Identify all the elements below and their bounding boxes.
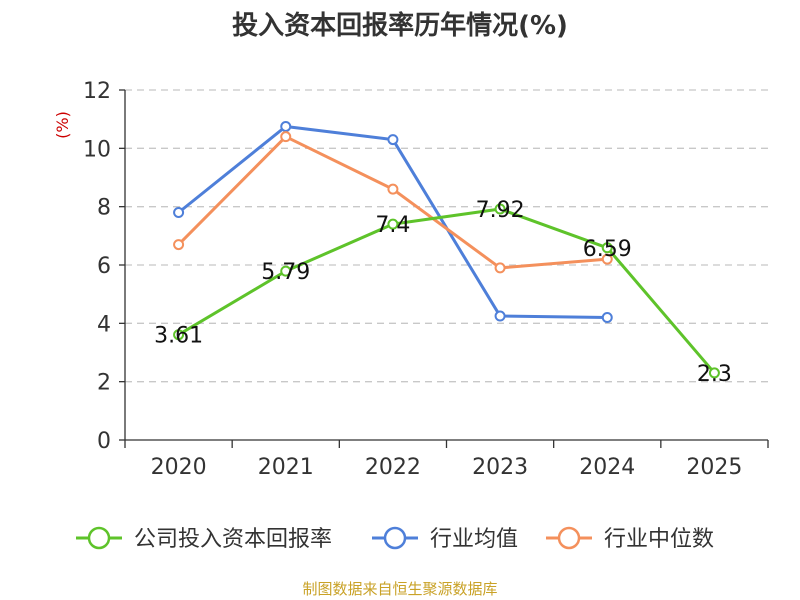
x-tick-label-2022: 2022	[365, 455, 421, 480]
y-tick-label-8: 8	[97, 196, 111, 221]
point-0-2024	[601, 242, 613, 254]
series-0	[173, 203, 720, 379]
point-2-2020	[173, 239, 185, 251]
x-tick-label-2020: 2020	[151, 455, 207, 480]
series-line-2	[177, 135, 608, 270]
point-2-2024	[601, 253, 613, 265]
series-line-0	[177, 207, 716, 374]
legend-item-0: 公司投入资本回报率	[76, 526, 332, 552]
y-tick-label-10: 10	[83, 137, 111, 162]
y-tick-label-0: 0	[97, 429, 111, 454]
legend-item-1: 行业均值	[372, 526, 518, 552]
series-group	[173, 120, 720, 379]
legend-item-2: 行业中位数	[546, 526, 714, 552]
x-tick-label-2021: 2021	[258, 455, 314, 480]
chart-title: 投入资本回报率历年情况(%)	[232, 10, 568, 41]
point-1-2020	[173, 207, 185, 218]
data-label-2020: 3.61	[154, 324, 203, 349]
point-1-2024	[601, 312, 613, 323]
y-tick-label-6: 6	[97, 254, 111, 279]
series-1	[173, 120, 613, 323]
y-tick-label-2: 2	[97, 371, 111, 396]
legend-label-0: 公司投入资本回报率	[134, 527, 332, 552]
grid-lines	[125, 89, 768, 383]
data-label-2021: 5.79	[261, 260, 310, 285]
x-tick-label-2025: 2025	[686, 455, 742, 480]
data-label-2025: 2.3	[697, 362, 732, 387]
legend-label-1: 行业均值	[430, 527, 518, 552]
legend-label-2: 行业中位数	[604, 527, 714, 552]
y-tick-label-4: 4	[97, 312, 111, 337]
series-2	[173, 131, 613, 274]
point-1-2022	[387, 134, 399, 146]
point-1-2021	[280, 120, 292, 132]
point-2-2021	[280, 131, 292, 143]
point-0-2023	[494, 203, 506, 215]
point-2-2023	[494, 262, 506, 274]
point-0-2025	[708, 367, 720, 379]
x-tick-label-2024: 2024	[579, 455, 635, 480]
legend-marker-2	[557, 526, 581, 550]
point-0-2022	[387, 218, 399, 230]
data-labels: 3.61 5.79 7.4 7.92 6.59 2.3	[154, 198, 732, 387]
legend-marker-1	[383, 526, 407, 550]
point-0-2021	[280, 265, 292, 277]
legend-marker-0	[87, 526, 111, 550]
point-1-2023	[494, 310, 506, 322]
point-2-2022	[387, 183, 399, 195]
x-tick-label-2023: 2023	[472, 455, 528, 480]
point-0-2020	[173, 329, 185, 341]
y-tick-label-12: 12	[83, 79, 111, 104]
y-axis-unit-label: (%)	[53, 111, 72, 139]
legend: 公司投入资本回报率 行业均值 行业中位数	[76, 526, 714, 552]
source-note: 制图数据来自恒生聚源数据库	[302, 580, 497, 598]
data-label-2023: 7.92	[476, 198, 525, 223]
data-label-2022: 7.4	[375, 213, 410, 238]
data-label-2024: 6.59	[583, 237, 632, 262]
axes: 0 2 4 6 8 10 12 2020 2021 2022 2023 2024 2025	[83, 79, 769, 480]
